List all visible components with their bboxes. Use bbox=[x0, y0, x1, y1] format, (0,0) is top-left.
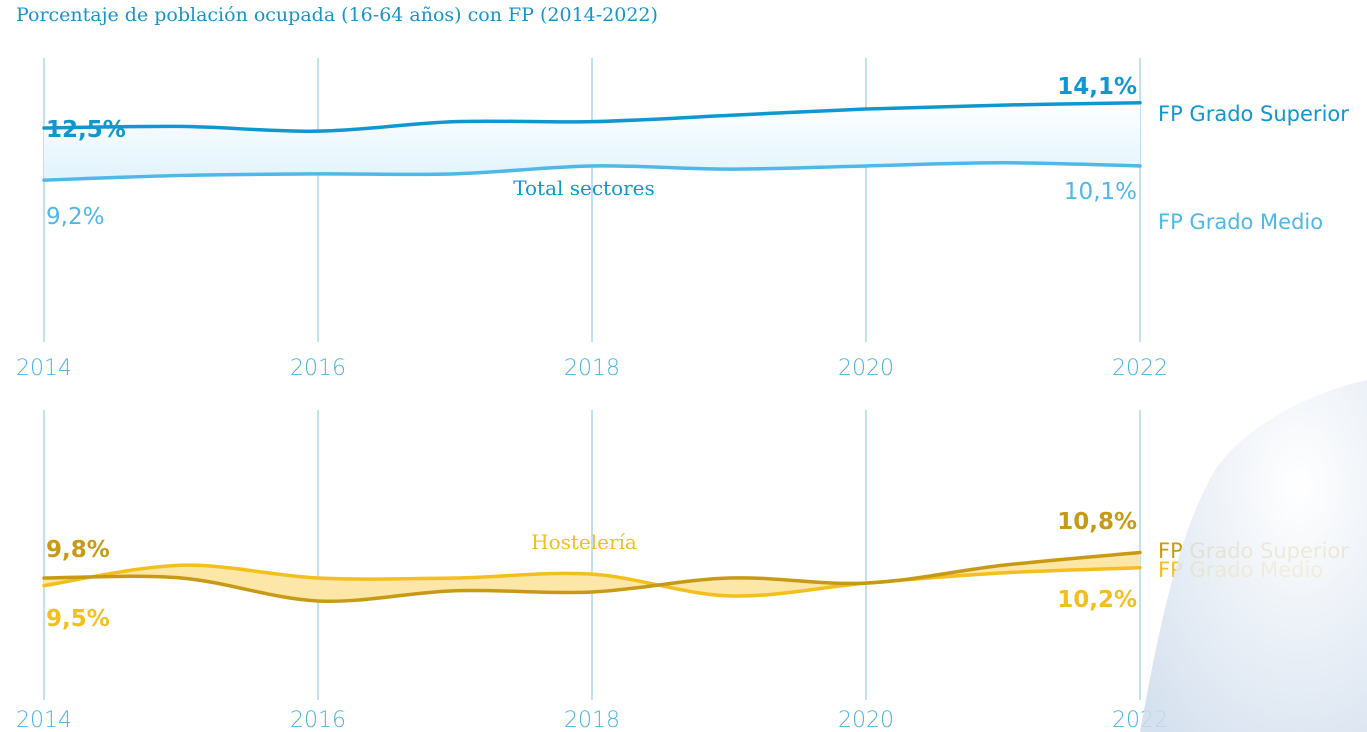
chart-title: Porcentaje de población ocupada (16-64 a… bbox=[16, 4, 658, 26]
total-label-medio-end: 10,1% bbox=[1064, 179, 1137, 205]
total-tick-2020: 2020 bbox=[838, 356, 894, 381]
hosteleria-series-grado-superior bbox=[42, 550, 1142, 603]
hosteleria-tick-2014: 2014 bbox=[16, 708, 72, 732]
hosteleria-label-medio-start: 9,5% bbox=[46, 606, 110, 632]
total-label-medio-start: 9,2% bbox=[46, 204, 104, 230]
total-series-grado-medio bbox=[42, 161, 1142, 182]
total-tick-2016: 2016 bbox=[290, 356, 346, 381]
decorative-figure-shape bbox=[1140, 380, 1367, 732]
total-legend-grado-superior: FP Grado Superior bbox=[1158, 102, 1349, 126]
hosteleria-panel-title: Hostelería bbox=[531, 530, 637, 554]
total-label-superior-end: 14,1% bbox=[1057, 74, 1137, 100]
hosteleria-label-superior-end: 10,8% bbox=[1057, 509, 1137, 535]
total-panel-title: Total sectores bbox=[513, 176, 655, 200]
total-tick-2022: 2022 bbox=[1112, 356, 1168, 381]
hosteleria-tick-2016: 2016 bbox=[290, 708, 346, 732]
hosteleria-label-medio-end: 10,2% bbox=[1057, 587, 1137, 613]
hosteleria-band-fill bbox=[44, 552, 1140, 602]
total-series-grado-superior bbox=[42, 100, 1142, 133]
total-label-superior-start: 12,5% bbox=[46, 117, 126, 143]
total-tick-2018: 2018 bbox=[564, 356, 620, 381]
hosteleria-label-superior-start: 9,8% bbox=[46, 537, 110, 563]
hosteleria-tick-2018: 2018 bbox=[564, 708, 620, 732]
total-legend-grado-medio: FP Grado Medio bbox=[1158, 210, 1323, 234]
total-tick-2014: 2014 bbox=[16, 356, 72, 381]
total-band-fill bbox=[44, 102, 1140, 181]
hosteleria-tick-2020: 2020 bbox=[838, 708, 894, 732]
hosteleria-series-grado-medio bbox=[42, 563, 1142, 598]
